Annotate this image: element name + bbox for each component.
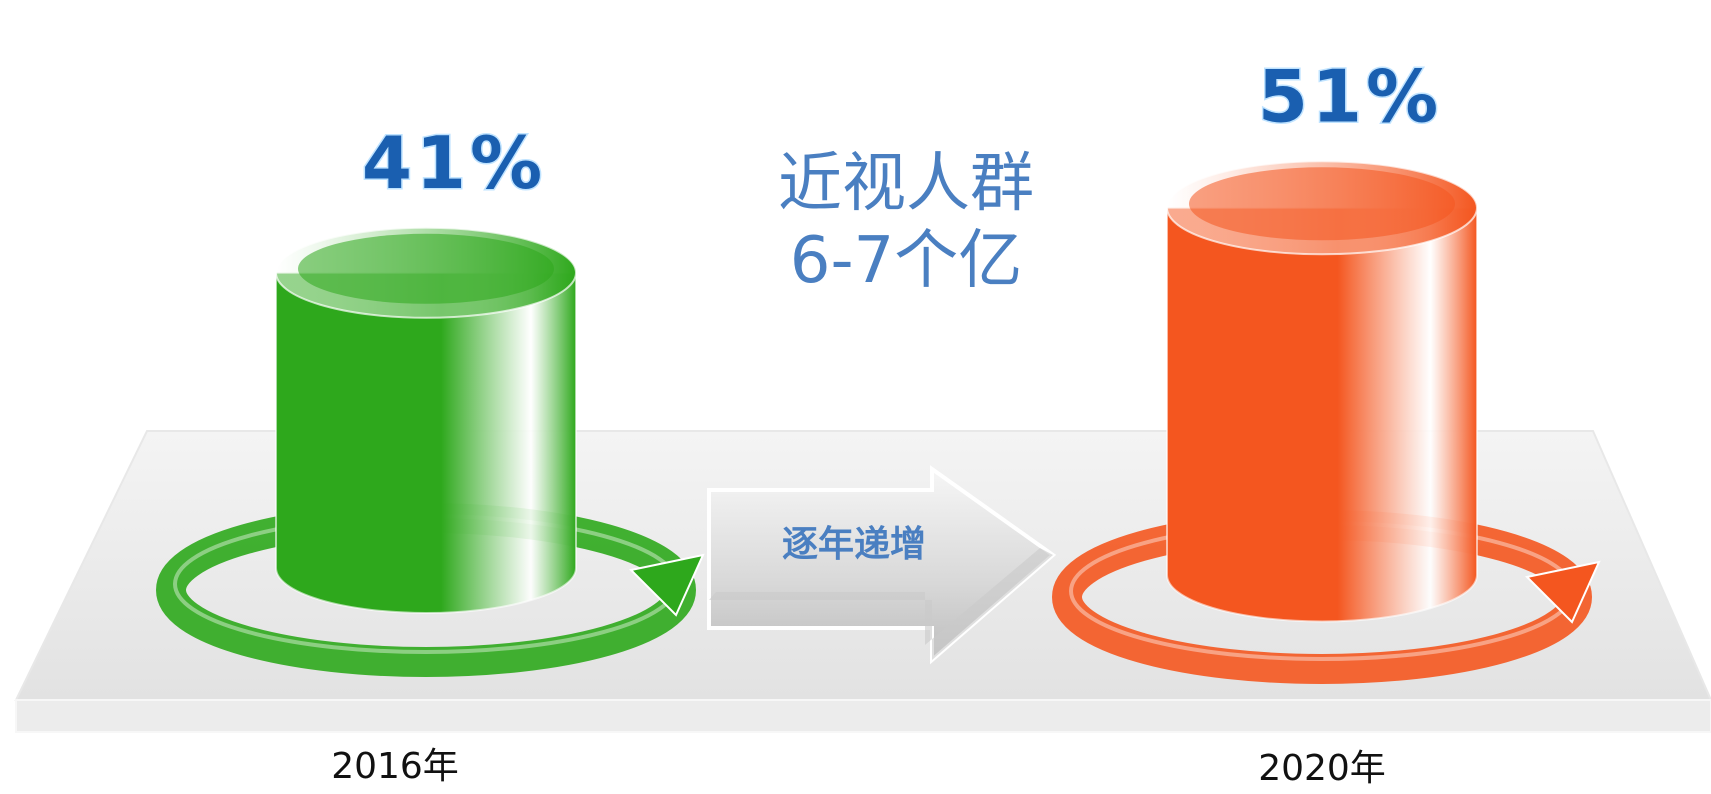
year-label: 2016年: [331, 746, 459, 787]
value-label: 41%: [362, 121, 546, 205]
value-label: 51%: [1258, 54, 1442, 138]
annotation: 近视人群: [778, 147, 1034, 221]
arrow-label: 逐年递增: [782, 524, 926, 565]
ring-arrow-head: [628, 553, 705, 617]
cylinder: [275, 271, 577, 614]
ring-arrow-head: [1524, 560, 1601, 624]
year-label: 2020年: [1258, 748, 1386, 789]
cylinder-group: [156, 226, 705, 677]
cylinder-top-inner: [298, 233, 554, 304]
cylinder-top-inner: [1189, 167, 1455, 241]
cylinder: [1166, 206, 1478, 623]
cylinder-group: [1052, 160, 1601, 684]
annotation: 6-7个亿: [790, 224, 1023, 298]
arrow: [707, 465, 1057, 665]
